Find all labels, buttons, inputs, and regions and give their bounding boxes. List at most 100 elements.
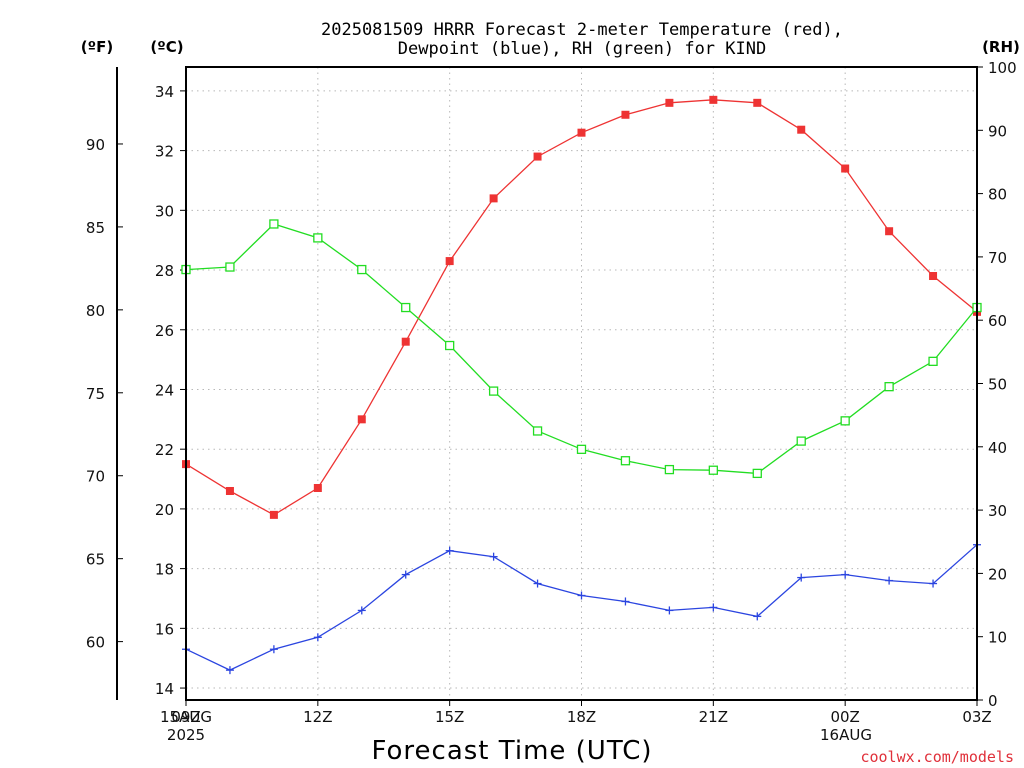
2-meter-temperature-point	[665, 98, 674, 107]
celsius-tick-label: 16	[155, 620, 174, 638]
2-meter-temperature-point	[709, 95, 718, 104]
celsius-tick-label: 22	[155, 441, 174, 459]
2-meter-temperature-point	[313, 484, 322, 493]
rh-tick-label: 30	[988, 502, 1007, 520]
x-tick-label: 18Z	[567, 708, 596, 726]
grid-lines	[185, 67, 978, 700]
2-meter-temperature-point	[445, 257, 454, 266]
rh-point	[840, 416, 850, 426]
chart-title-line2: Dewpoint (blue), RH (green) for KIND	[398, 39, 766, 59]
x-tick-label: 12Z	[303, 708, 332, 726]
2-meter-temperature-point	[269, 510, 278, 519]
dewpoint-point	[841, 570, 850, 579]
celsius-unit-label: (ºC)	[150, 38, 183, 56]
rh-point	[357, 264, 367, 275]
rh-point	[928, 356, 938, 366]
fahrenheit-tick-label: 80	[86, 302, 105, 320]
dewpoint-point	[621, 597, 630, 606]
fahrenheit-tick-label: 90	[86, 136, 105, 154]
rh-unit-label: (RH)	[982, 38, 1020, 56]
2-meter-temperature-point	[885, 227, 894, 236]
dewpoint-point	[797, 573, 806, 582]
celsius-tick-label: 18	[155, 561, 174, 579]
dewpoint-point	[401, 570, 410, 579]
celsius-tick-label: 26	[155, 322, 174, 340]
rh-point	[445, 340, 455, 351]
celsius-tick-label: 14	[155, 680, 174, 698]
x-axis-label: Forecast Time (UTC)	[371, 736, 652, 766]
rh-tick-label: 10	[988, 629, 1007, 647]
rh-tick-label: 60	[988, 312, 1007, 330]
rh-tick-label: 40	[988, 439, 1007, 457]
x-date-left-day: 15AUG	[160, 708, 212, 726]
rh-tick-label: 100	[988, 59, 1017, 77]
x-tick-label: 00Z	[830, 708, 859, 726]
2-meter-temperature-point	[533, 152, 542, 161]
rh-point	[620, 456, 631, 466]
rh-point	[532, 426, 543, 436]
x-date-left-year: 2025	[167, 726, 205, 744]
rh-point	[488, 386, 499, 396]
rh-point	[313, 233, 323, 243]
dewpoint-point	[225, 666, 234, 675]
rh-point	[796, 436, 806, 446]
2-meter-temperature-point	[225, 486, 234, 495]
2-meter-temperature-point	[401, 337, 410, 346]
axes: 14 16 18 20 22 24 26 28 30 32 34 09Z 12Z 15Z 18Z 21Z 00Z…	[86, 59, 1017, 726]
celsius-tick-label: 20	[155, 501, 174, 519]
rh-tick-label: 90	[988, 122, 1007, 140]
x-tick-label: 15Z	[435, 708, 464, 726]
rh-point	[752, 468, 762, 479]
2-meter-temperature-point	[621, 110, 630, 119]
fahrenheit-tick-label: 70	[86, 468, 105, 486]
2-meter-temperature-point	[357, 415, 366, 424]
rh-point	[401, 302, 411, 313]
2-meter-temperature-point	[577, 128, 586, 137]
fahrenheit-unit-label: (ºF)	[81, 38, 113, 56]
celsius-tick-label: 30	[155, 202, 174, 220]
rh-tick-label: 70	[988, 249, 1007, 267]
rh-tick-label: 20	[988, 565, 1007, 583]
fahrenheit-tick-label: 65	[86, 551, 105, 569]
dewpoint-point	[885, 576, 894, 585]
chart-title-line1: 2025081509 HRRR Forecast 2-meter Tempera…	[321, 20, 843, 40]
dewpoint-point	[665, 606, 674, 615]
dewpoint-point	[577, 591, 586, 600]
x-date-right-day: 16AUG	[820, 726, 872, 744]
rh-tick-label: 50	[988, 376, 1007, 394]
celsius-tick-label: 24	[155, 381, 174, 399]
dewpoint-point	[313, 633, 322, 642]
dewpoint-point	[357, 606, 366, 615]
rh-point	[576, 444, 587, 454]
rh-tick-label: 0	[988, 692, 998, 710]
fahrenheit-tick-label: 85	[86, 219, 105, 237]
dewpoint-point	[533, 579, 542, 588]
dewpoint-point	[445, 546, 454, 555]
celsius-tick-label: 34	[155, 83, 174, 101]
dewpoint-point	[929, 579, 938, 588]
credit-link[interactable]: coolwx.com/models	[860, 748, 1014, 766]
2-meter-temperature-point	[841, 164, 850, 173]
celsius-tick-label: 32	[155, 143, 174, 161]
x-tick-label: 03Z	[962, 708, 991, 726]
rh-point	[225, 262, 235, 272]
2-meter-temperature-point	[797, 125, 806, 134]
2-meter-temperature-point	[929, 272, 938, 281]
celsius-tick-label: 28	[155, 262, 174, 280]
2-meter-temperature-point	[753, 98, 762, 107]
dewpoint-point	[753, 612, 762, 621]
x-tick-label: 21Z	[699, 708, 728, 726]
rh-point	[664, 464, 675, 475]
rh-point	[884, 382, 894, 392]
dewpoint-point	[709, 603, 718, 612]
dewpoint-point	[269, 645, 278, 654]
2-meter-temperature-point	[489, 194, 498, 203]
rh-point	[269, 219, 279, 229]
x-tick-label: 09Z	[171, 708, 200, 726]
fahrenheit-tick-label: 75	[86, 385, 105, 403]
fahrenheit-tick-label: 60	[86, 634, 105, 652]
rh-tick-label: 80	[988, 186, 1007, 204]
rh-point	[708, 465, 718, 475]
plot-frame	[185, 66, 978, 701]
